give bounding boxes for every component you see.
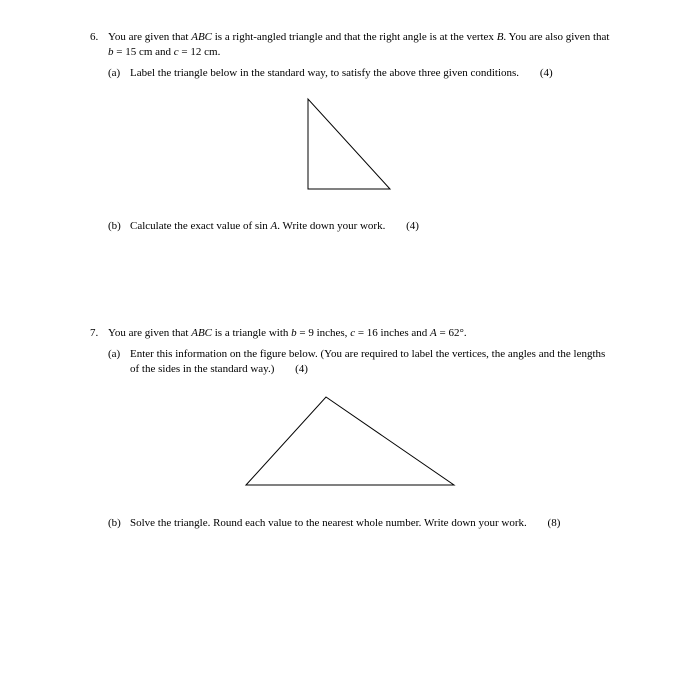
problem-6a: (a) Label the triangle below in the stan… — [108, 66, 610, 81]
problem-7b: (b) Solve the triangle. Round each value… — [108, 516, 610, 531]
problem-7: 7. You are given that ABC is a triangle … — [90, 326, 610, 530]
q7-stem-2: is a triangle with — [212, 327, 291, 339]
workspace-gap-6b — [90, 238, 610, 298]
q6-stem-2: is a right-angled triangle and that the … — [212, 31, 497, 43]
problem-6a-text-row: Label the triangle below in the standard… — [130, 66, 610, 81]
problem-6b-text-1: Calculate the exact value of sin — [130, 220, 271, 232]
problem-7b-points: (8) — [548, 516, 561, 531]
problem-7a-points: (4) — [295, 362, 308, 377]
problem-7-stem: 7. You are given that ABC is a triangle … — [90, 326, 610, 341]
q7-stem-4: = 16 inches and — [355, 327, 430, 339]
problem-7b-text-row: Solve the triangle. Round each value to … — [130, 516, 610, 531]
problem-7a-label: (a) — [108, 347, 130, 377]
problem-7b-text: Solve the triangle. Round each value to … — [130, 517, 527, 529]
q7-stem-3: = 9 inches, — [297, 327, 351, 339]
problem-6-text: You are given that ABC is a right-angled… — [108, 30, 610, 60]
scalene-triangle-icon — [234, 387, 466, 497]
problem-6-figure — [90, 91, 610, 206]
problem-6-number: 6. — [90, 30, 108, 60]
problem-6a-label: (a) — [108, 66, 130, 81]
q6-stem-5: = 12 cm. — [179, 46, 221, 58]
problem-6a-text: Label the triangle below in the standard… — [130, 67, 519, 79]
q7-stem-abc: ABC — [191, 327, 212, 339]
problem-6b: (b) Calculate the exact value of sin A. … — [108, 219, 610, 234]
problem-6b-label: (b) — [108, 219, 130, 234]
problem-7a-text-row: Enter this information on the figure bel… — [130, 347, 610, 377]
problem-6-stem: 6. You are given that ABC is a right-ang… — [90, 30, 610, 60]
problem-7-number: 7. — [90, 326, 108, 341]
q6-stem-3: . You are also given that — [503, 31, 609, 43]
problem-6: 6. You are given that ABC is a right-ang… — [90, 30, 610, 298]
q7-stem-5: = 62°. — [437, 327, 467, 339]
problem-7a: (a) Enter this information on the figure… — [108, 347, 610, 377]
problem-7-text: You are given that ABC is a triangle wit… — [108, 326, 610, 341]
right-triangle-icon — [290, 91, 410, 201]
q6-stem-abc: ABC — [191, 31, 212, 43]
q7-stem-A: A — [430, 327, 437, 339]
problem-6b-points: (4) — [406, 219, 419, 234]
problem-6b-text-2: . Write down your work. — [277, 220, 385, 232]
problem-7a-text: Enter this information on the figure bel… — [130, 348, 605, 375]
q7-stem-1: You are given that — [108, 327, 191, 339]
q6-stem-4: = 15 cm and — [114, 46, 174, 58]
problem-6b-text-row: Calculate the exact value of sin A. Writ… — [130, 219, 610, 234]
problem-7-figure — [90, 387, 610, 502]
problem-6a-points: (4) — [540, 66, 553, 81]
problem-7b-label: (b) — [108, 516, 130, 531]
q6-stem-1: You are given that — [108, 31, 191, 43]
